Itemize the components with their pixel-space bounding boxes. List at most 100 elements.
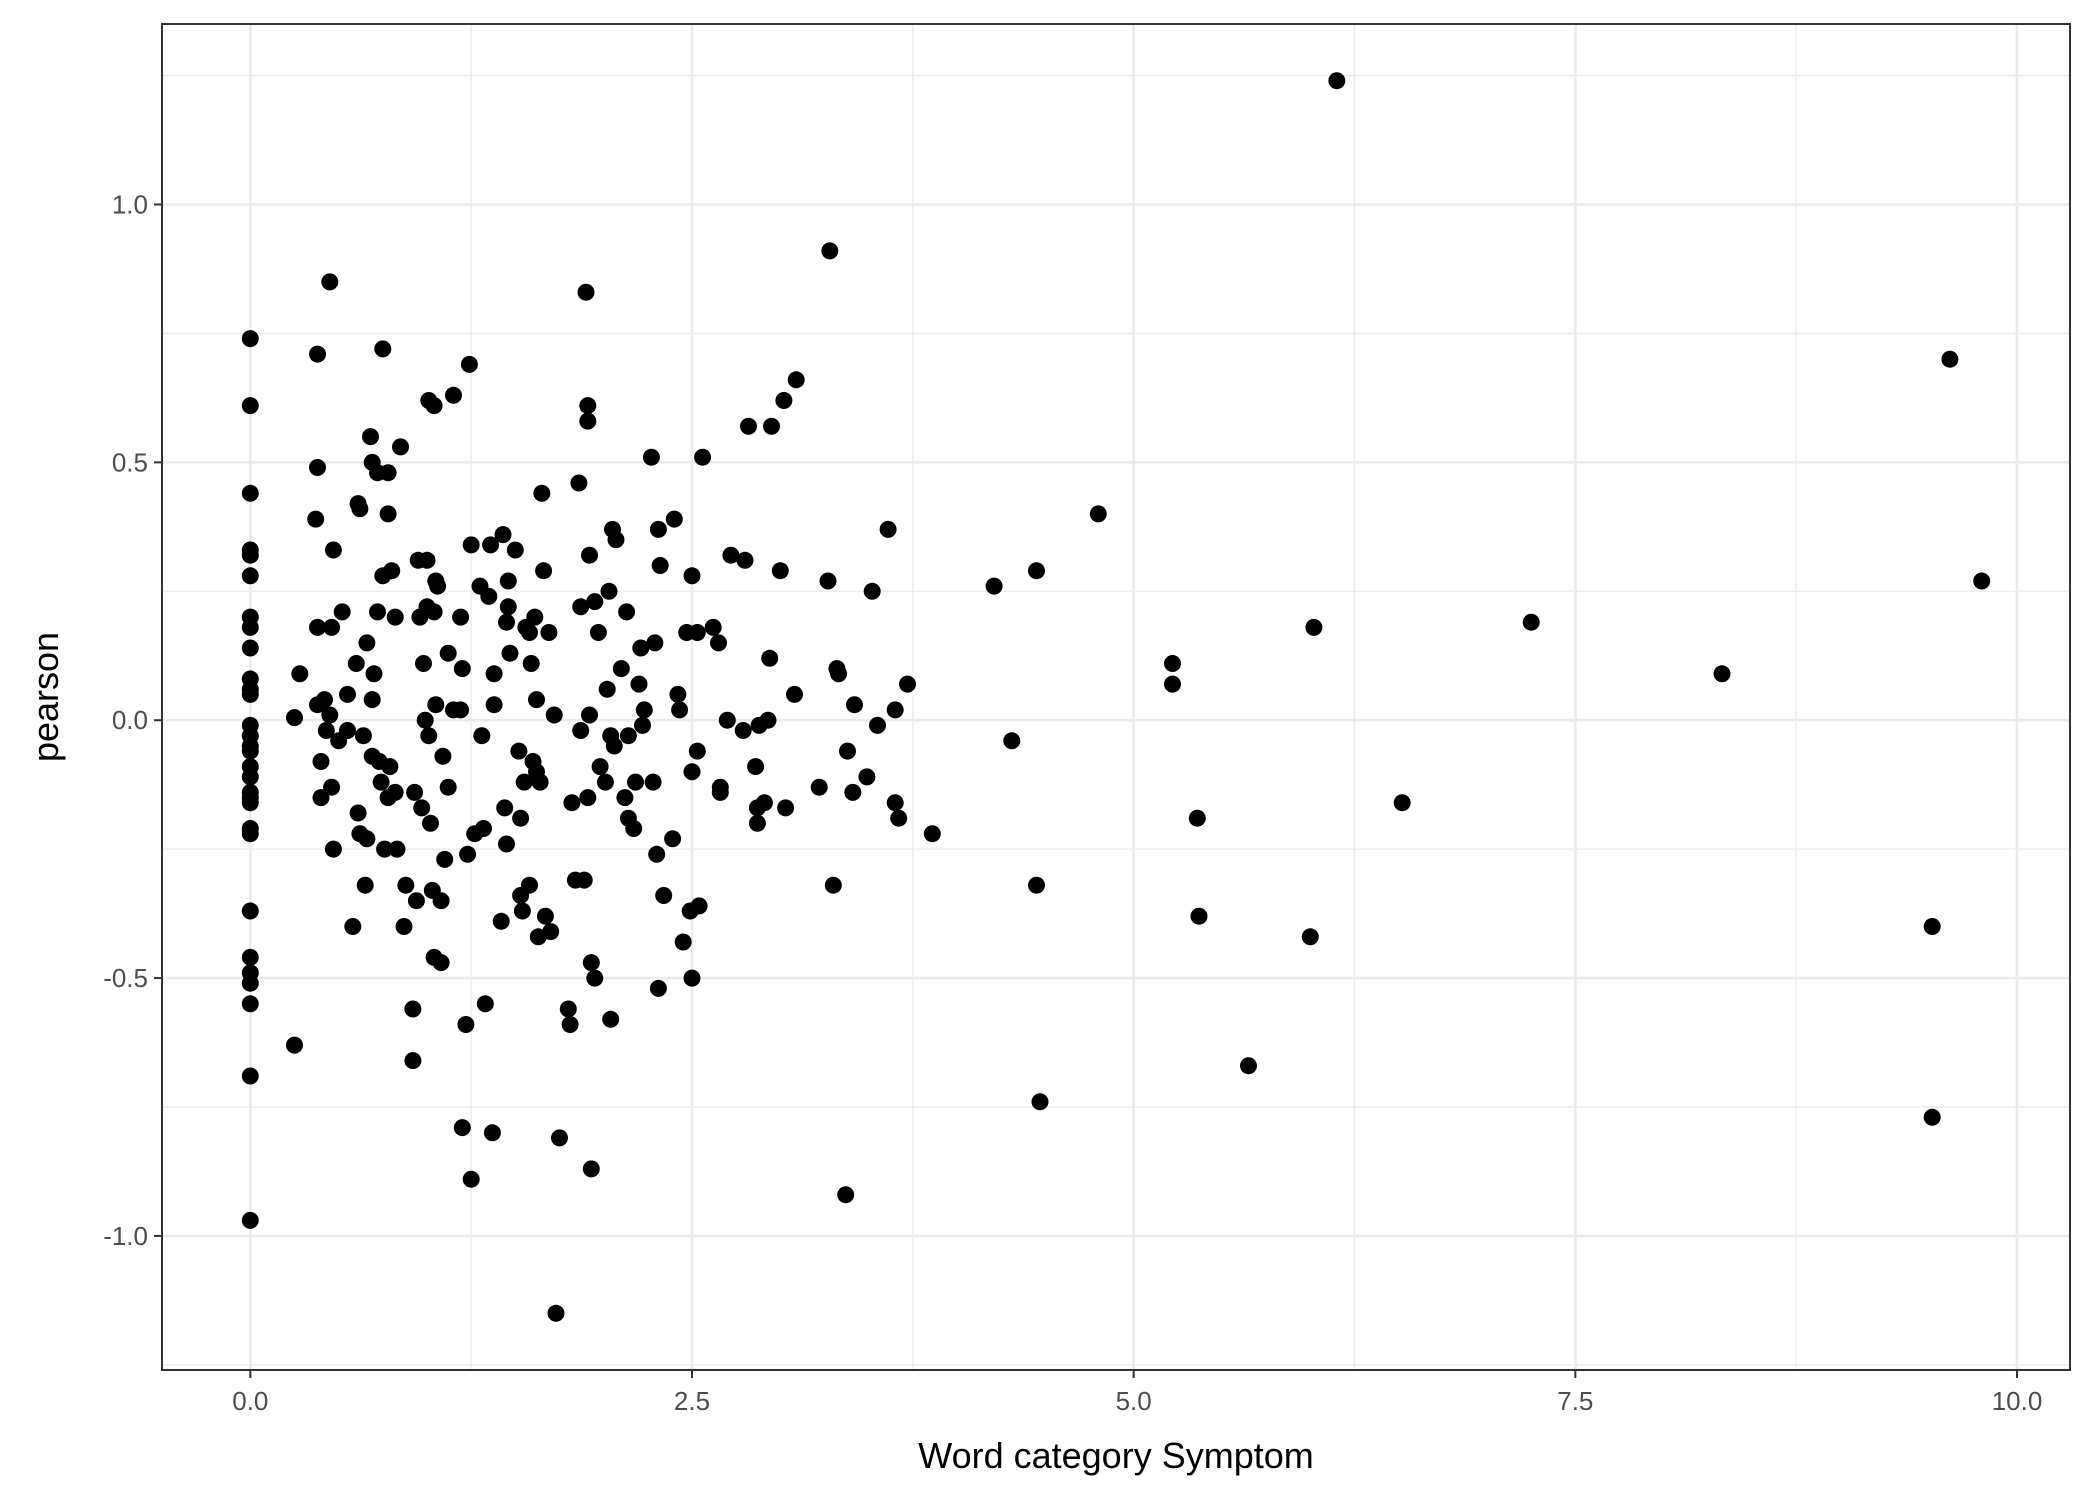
data-point [533,484,551,502]
data-point [586,593,604,611]
data-point [445,386,462,404]
data-point [286,709,303,727]
data-point [1328,72,1346,90]
data-point [616,789,634,807]
data-point [526,608,544,626]
data-point [462,536,480,554]
data-point [241,618,259,636]
data-point [581,706,598,724]
data-point [452,701,470,719]
data-point [632,639,650,657]
data-point [582,954,600,972]
data-point [688,624,706,641]
data-point [646,634,664,652]
data-point [690,897,708,915]
data-point [494,526,512,544]
x-tick-label: 7.5 [1557,1386,1593,1416]
data-point [985,577,1003,595]
data-point [363,691,381,709]
data-point [241,546,259,564]
data-point [844,783,862,801]
data-point [413,799,431,817]
data-point [671,701,689,719]
data-point [485,665,503,683]
data-point [763,417,780,435]
data-point [498,613,515,631]
data-point [634,716,651,734]
data-point [434,747,452,765]
data-point [547,1304,565,1322]
minor-gridlines [162,24,2070,1370]
data-point [457,1016,475,1033]
data-point [512,809,530,827]
data-point [589,624,607,641]
data-point [710,634,727,652]
data-point [429,577,447,595]
data-point [397,876,415,894]
data-point [711,783,729,801]
x-tick-label: 10.0 [1992,1386,2043,1416]
data-point [515,773,533,791]
data-point [499,598,517,616]
data-point [579,397,597,415]
data-point [476,995,494,1013]
data-point [665,510,683,528]
data-point [651,557,669,574]
data-point [459,845,477,863]
data-point [923,825,941,843]
data-point [386,608,404,626]
data-point [1028,876,1045,894]
data-point [362,428,379,446]
data-point [602,1010,620,1028]
data-point [598,680,616,698]
data-point [635,701,653,719]
x-tick-label: 0.0 [232,1386,268,1416]
data-point [577,283,595,301]
data-point [579,412,597,430]
x-axis-ticks: 0.0 2.5 5.0 7.5 10.0 [232,1370,2042,1416]
x-tick-label: 5.0 [1116,1386,1152,1416]
data-point [317,722,335,739]
data-point [309,345,326,363]
data-point [432,954,450,972]
data-point [536,907,554,925]
data-point [683,969,701,987]
data-point [365,665,383,683]
data-point [627,773,644,791]
data-point [669,685,687,703]
data-point [416,711,434,729]
data-point [655,887,673,904]
data-point [591,758,609,776]
data-point [241,639,259,657]
data-point [347,655,365,672]
data-point [241,948,259,966]
data-point [786,685,803,703]
data-point [1713,665,1731,683]
data-point [439,644,457,662]
data-point [545,706,563,724]
data-point [513,902,531,920]
data-point [480,587,498,605]
data-point [241,974,259,992]
data-point [241,484,259,502]
data-point [1393,794,1411,812]
data-point [648,845,666,863]
data-point [379,505,397,523]
data-point [605,737,623,755]
data-point [740,417,757,435]
data-point [241,794,259,812]
data-point [810,778,828,796]
data-point [821,242,839,260]
data-point [321,273,339,291]
data-point [846,696,863,714]
data-point [432,892,450,910]
data-point [475,820,492,837]
data-point [879,520,897,538]
data-point [462,1170,480,1188]
data-point [575,871,593,889]
data-point [376,840,394,858]
data-point [241,825,259,843]
data-point [460,355,478,373]
data-point [704,618,722,636]
